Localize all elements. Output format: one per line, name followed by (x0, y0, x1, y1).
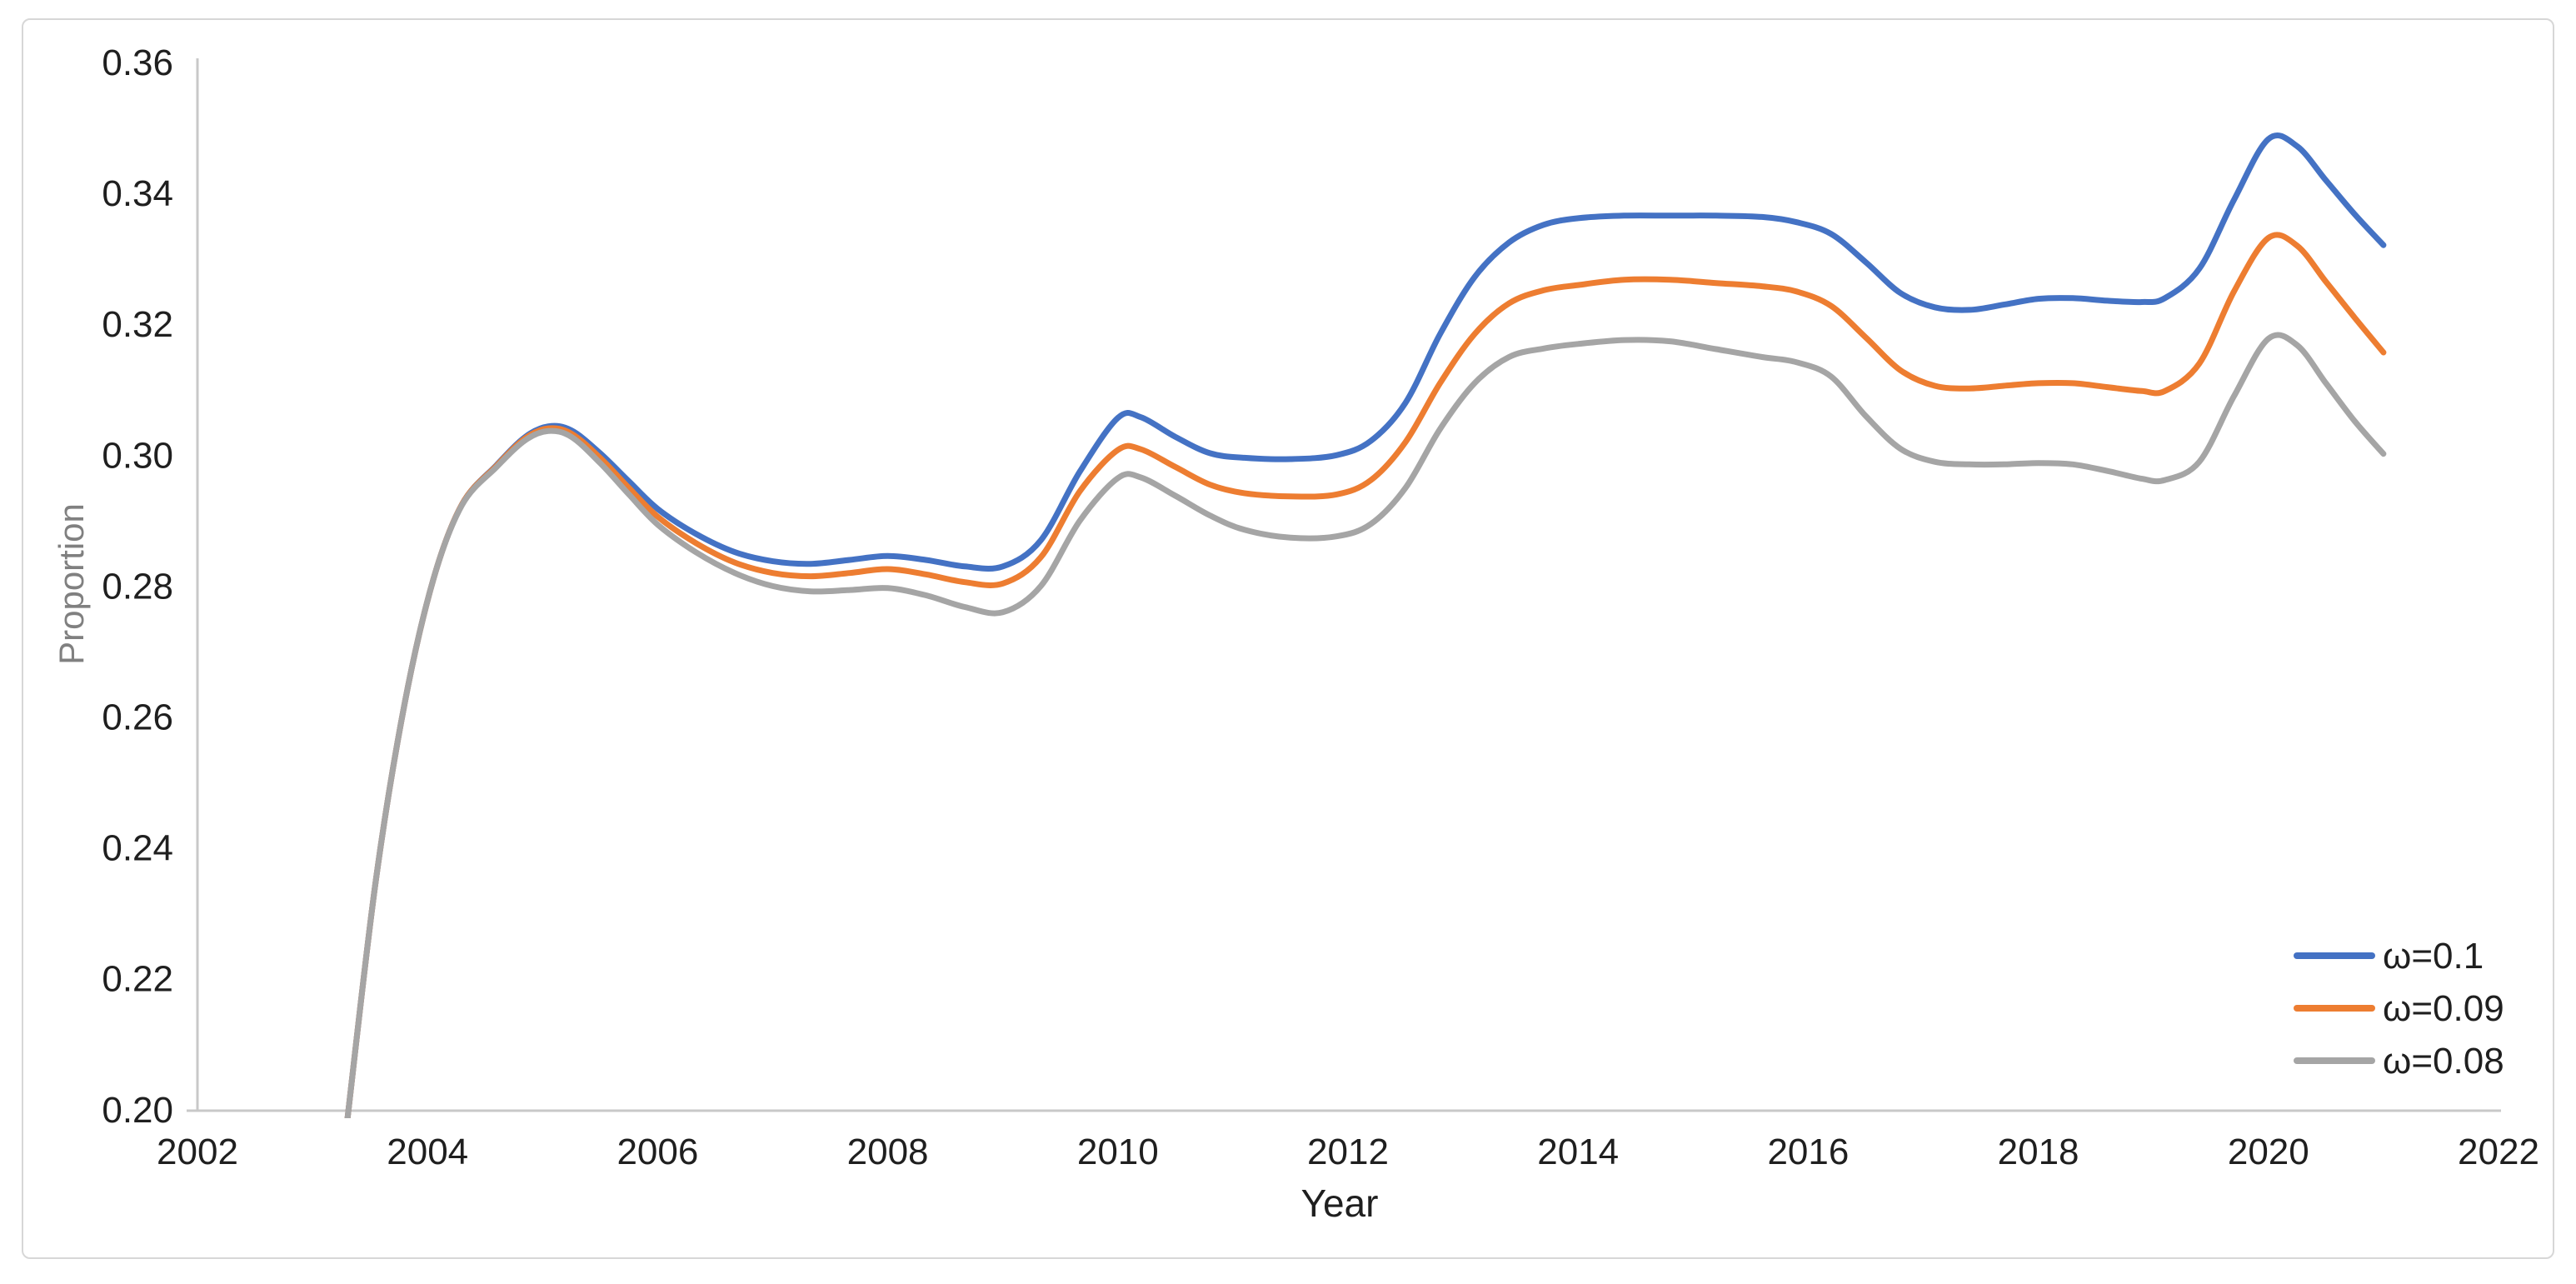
x-tick-label: 2016 (1767, 1132, 1849, 1172)
x-axis-tick-labels: 2002 2004 2006 2008 2010 2012 2014 2016 2018 2020… (157, 1132, 2539, 1172)
y-axis-title: Proportion (52, 503, 91, 665)
x-tick-label: 2022 (2458, 1132, 2539, 1172)
y-tick-label: 0.24 (102, 828, 173, 869)
chart-card (22, 18, 2554, 1259)
legend-item: ω=0.1 (2294, 936, 2484, 977)
legend: ω=0.1 ω=0.09 ω=0.08 (2294, 936, 2504, 1082)
x-axis-title: Year (1301, 1182, 1379, 1225)
y-tick-label: 0.32 (102, 304, 173, 345)
y-axis-tick-labels: 0.36 0.34 0.32 0.30 0.28 0.26 0.24 0.22 0.20 (102, 42, 173, 1131)
series-line-ω=0.1 (344, 132, 2387, 1118)
y-tick-label: 0.28 (102, 566, 173, 607)
x-tick-label: 2006 (617, 1132, 698, 1172)
x-tick-label: 2002 (157, 1132, 238, 1172)
y-tick-label: 0.26 (102, 697, 173, 738)
series-line-ω=0.09 (344, 232, 2387, 1118)
legend-item: ω=0.08 (2294, 1041, 2504, 1082)
legend-label-omega-0.09: ω=0.09 (2383, 988, 2504, 1029)
series-lines (344, 132, 2387, 1118)
y-tick-label: 0.34 (102, 173, 173, 214)
y-tick-label: 0.36 (102, 42, 173, 83)
y-tick-label: 0.30 (102, 435, 173, 476)
legend-item: ω=0.09 (2294, 988, 2504, 1029)
x-tick-label: 2020 (2228, 1132, 2309, 1172)
legend-label-omega-0.1: ω=0.1 (2383, 936, 2484, 977)
x-tick-label: 2012 (1307, 1132, 1389, 1172)
x-tick-label: 2014 (1537, 1132, 1619, 1172)
series-line-ω=0.08 (344, 332, 2387, 1118)
x-tick-label: 2018 (1998, 1132, 2079, 1172)
legend-label-omega-0.08: ω=0.08 (2383, 1041, 2504, 1082)
x-tick-label: 2008 (847, 1132, 929, 1172)
y-tick-label: 0.22 (102, 959, 173, 1000)
axes (187, 58, 2501, 1112)
x-tick-label: 2010 (1077, 1132, 1159, 1172)
y-tick-label: 0.20 (102, 1090, 173, 1131)
x-tick-label: 2004 (387, 1132, 468, 1172)
